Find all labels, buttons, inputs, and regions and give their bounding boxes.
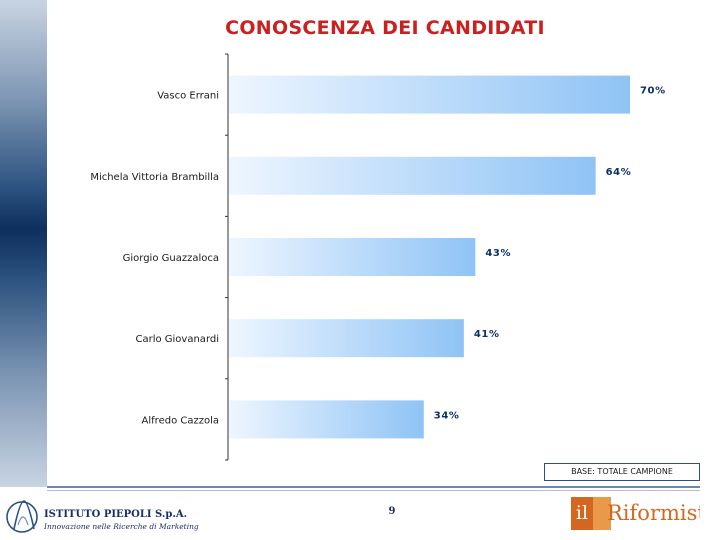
riformista-wordmark: Riformista <box>607 501 700 525</box>
value-label: 70% <box>640 86 666 97</box>
category-label: Michela Vittoria Brambilla <box>90 172 219 183</box>
footer-divider <box>47 486 700 488</box>
bar <box>229 319 464 358</box>
base-note: BASE: TOTALE CAMPIONE <box>544 463 700 481</box>
value-label: 34% <box>434 410 460 421</box>
piepoli-name: ISTITUTO PIEPOLI S.p.A. <box>44 509 188 520</box>
category-label: Carlo Giovanardi <box>135 334 219 345</box>
footer-divider-thin <box>47 490 700 491</box>
chart-title: CONOSCENZA DEI CANDIDATI <box>225 17 545 39</box>
riformista-logo: il Riformista <box>571 497 700 530</box>
piepoli-tagline: Innovazione nelle Ricerche di Marketing <box>44 522 199 531</box>
category-label: Alfredo Cazzola <box>142 415 219 426</box>
riformista-il: il <box>571 497 593 530</box>
piepoli-logo: ISTITUTO PIEPOLI S.p.A. Innovazione nell… <box>4 495 204 537</box>
piepoli-mark-icon <box>6 500 38 533</box>
side-decorative-band <box>0 0 47 487</box>
bar <box>229 238 476 276</box>
value-label: 41% <box>474 329 500 340</box>
value-label: 64% <box>606 167 632 178</box>
riformista-figure-icon <box>593 497 611 530</box>
bar <box>229 156 596 195</box>
bar <box>229 75 630 114</box>
value-label: 43% <box>485 248 511 259</box>
category-label: Giorgio Guazzaloca <box>123 253 219 264</box>
category-label: Vasco Errani <box>157 91 219 102</box>
page-number: 9 <box>388 506 396 517</box>
bar <box>229 400 424 439</box>
